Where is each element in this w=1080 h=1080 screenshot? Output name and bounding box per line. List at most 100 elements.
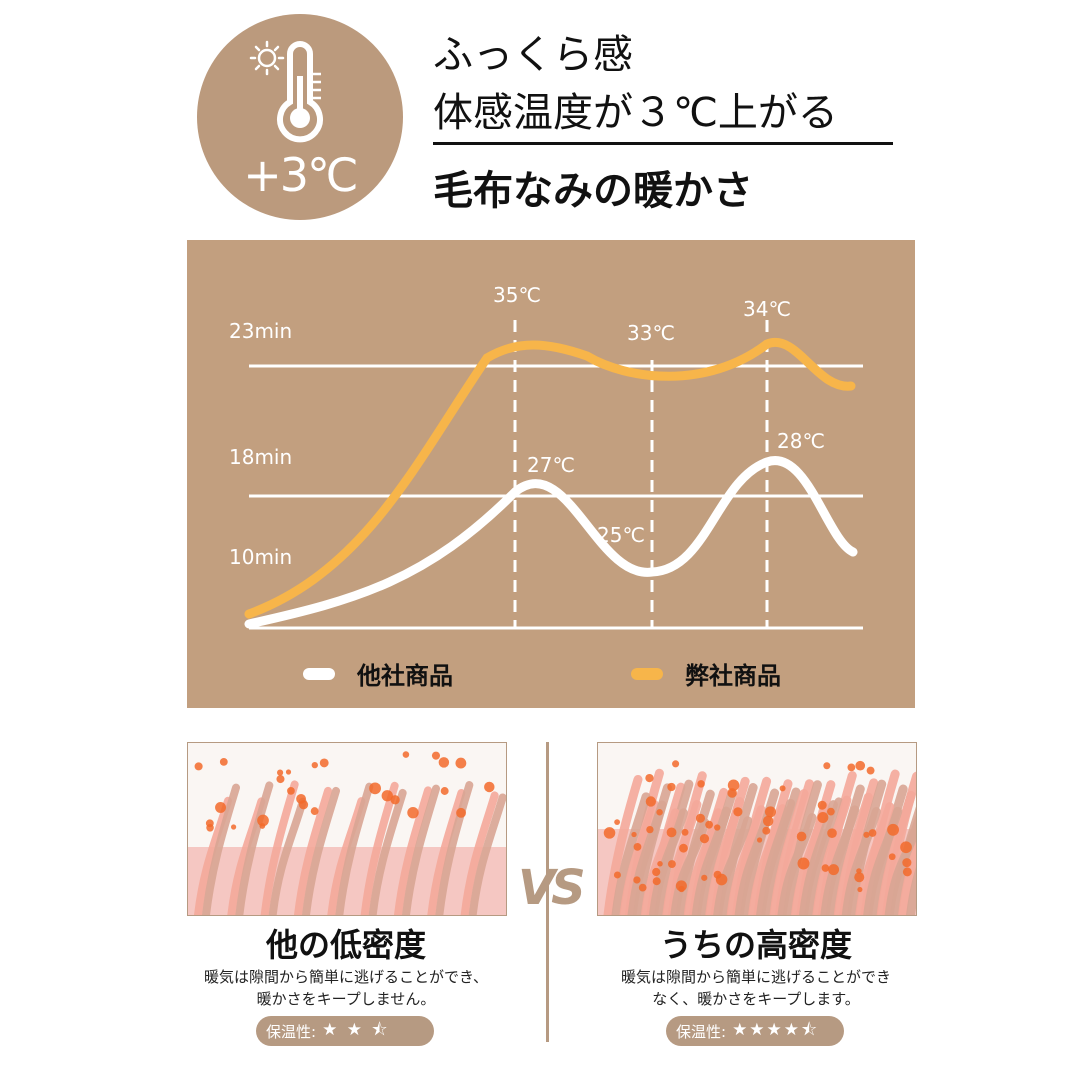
low-density-desc: 暖気は隙間から簡単に逃げることができ、 暖かさをキープしません。 [170, 966, 522, 1010]
fiber-strand [260, 780, 299, 915]
heat-dot [827, 807, 835, 816]
heat-dot [390, 795, 400, 805]
y-label-23min: 23min [229, 319, 292, 343]
heat-dot [440, 787, 449, 795]
heat-dot [863, 831, 870, 838]
heat-dot [701, 874, 708, 881]
fiber-strand [427, 789, 466, 915]
fiber-strand [335, 782, 374, 915]
rating-label-left: 保温性: [266, 1022, 317, 1041]
high-density-fibers [598, 760, 916, 915]
legend-label-other: 他社商品 [357, 662, 453, 690]
fiber-strand [769, 789, 809, 915]
heat-dot [900, 841, 912, 854]
heat-dot [381, 790, 393, 802]
fiber-strand [302, 786, 340, 915]
fiber-strand [394, 786, 432, 915]
heat-dot [699, 834, 710, 844]
heat-dot [633, 843, 642, 851]
fiber-strand [713, 816, 753, 915]
peak-label-28: 28℃ [777, 429, 825, 453]
heat-dot [310, 807, 319, 815]
heat-dot [652, 867, 661, 877]
heat-dot [319, 758, 329, 768]
low-density-fibers [188, 751, 506, 915]
heat-dot [857, 886, 863, 893]
heat-dot [902, 867, 912, 877]
fiber-strand [855, 802, 895, 915]
fiber-strand [611, 792, 651, 915]
temperature-badge: +3℃ [197, 14, 403, 220]
heat-dot [259, 823, 266, 829]
fiber-strand [748, 804, 788, 915]
heat-dot [705, 820, 714, 829]
heat-dot [219, 758, 228, 766]
heat-dot [888, 853, 896, 861]
fiber-strand [603, 774, 643, 915]
high-density-rating: 保温性: ★★★★⯪ [666, 1016, 844, 1046]
heat-dot [666, 827, 677, 838]
legend-swatch-other [303, 667, 335, 680]
fiber-strand [898, 837, 916, 915]
heat-dot [431, 751, 441, 760]
heat-dot [733, 807, 743, 817]
fiber-strand [833, 792, 873, 915]
heat-dot [656, 809, 663, 816]
fiber-strand [777, 813, 817, 915]
temperature-chart: 23min 18min 10min 35℃ 33℃ 34℃ 27℃ 25℃ 28… [187, 240, 915, 708]
heat-dot [484, 781, 495, 793]
heat-dot [679, 843, 688, 853]
low-density-desc-line-2: 暖かさをキープしません。 [256, 990, 436, 1008]
fiber-strand [194, 796, 232, 915]
heat-dot [277, 769, 284, 776]
heat-dot [821, 864, 830, 872]
headline-line-3: 毛布なみの暖かさ [433, 168, 753, 214]
fiber-strand [756, 798, 796, 915]
fiber-strand [468, 793, 506, 915]
heat-dot [230, 824, 237, 830]
rating-stars-right: ★★★★⯪ [732, 1019, 820, 1040]
heat-dot [638, 883, 647, 892]
heat-dot [817, 800, 827, 810]
fiber-strand [884, 816, 916, 915]
thermometer-sun-icon [249, 40, 323, 143]
fiber-strand [627, 800, 667, 915]
high-density-desc-line-1: 暖気は隙間から簡単に逃げることができ [620, 968, 891, 986]
heat-dot [779, 785, 786, 792]
low-density-rating: 保温性: ★ ★ ⯪ [256, 1016, 434, 1046]
peak-label-35: 35℃ [493, 283, 541, 307]
peak-label-33: 33℃ [627, 321, 675, 345]
heat-dot [456, 807, 466, 818]
fiber-strand [812, 795, 852, 915]
heat-dot [797, 857, 810, 870]
fiber-strand [202, 783, 240, 915]
heat-dot [633, 876, 641, 884]
legend-ours: 弊社商品 [631, 656, 781, 691]
fiber-strand [820, 805, 860, 915]
vs-divider [546, 742, 549, 1042]
heat-dot [407, 806, 419, 819]
fiber-strand [640, 808, 680, 915]
fiber-strand [460, 791, 499, 915]
heat-dot [672, 760, 680, 768]
high-density-title: うちの高密度 [659, 926, 852, 964]
low-density-title: 他の低密度 [265, 926, 426, 964]
heat-dot [762, 826, 771, 835]
fiber-strand [662, 800, 702, 915]
headline-line-2: 体感温度が３℃上がる [433, 90, 838, 136]
heat-dot [667, 782, 676, 792]
heat-dot [854, 872, 865, 883]
heat-dot [631, 831, 637, 838]
heat-dot [667, 860, 676, 869]
fiber-strand [798, 800, 838, 915]
heat-dot [796, 831, 807, 842]
heat-dot [681, 828, 689, 836]
heat-dot [296, 793, 306, 804]
fiber-strand [906, 867, 916, 915]
headline-divider [433, 142, 893, 145]
heat-dot [887, 823, 899, 836]
heat-dot [646, 825, 654, 834]
heat-dot [402, 751, 410, 758]
heat-dot [205, 819, 214, 828]
fiber-strand [294, 786, 332, 915]
